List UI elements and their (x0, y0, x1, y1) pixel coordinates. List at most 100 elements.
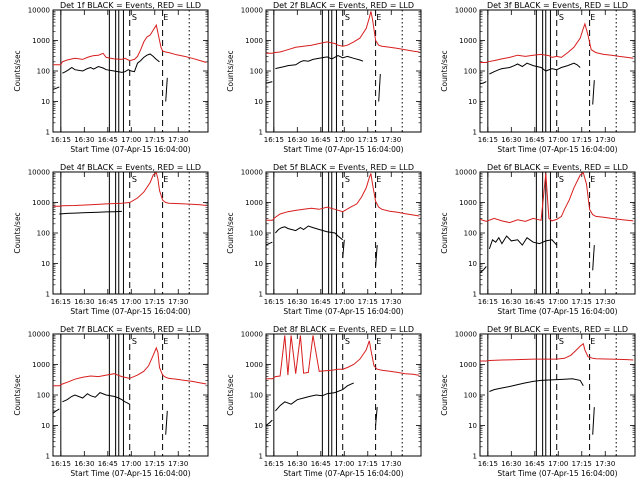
events-series-line-segment (375, 407, 378, 426)
event-marker-label: S (345, 175, 350, 184)
y-axis-label: Counts/sec (440, 374, 449, 415)
x-tick-label: 17:00 (334, 460, 354, 468)
y-tick-label: 1000 (245, 361, 263, 369)
x-tick-label: 17:15 (145, 136, 165, 144)
events-series-line-segment (375, 245, 378, 267)
x-tick-label: 17:00 (548, 460, 568, 468)
x-tick-label: 17:00 (548, 298, 568, 306)
event-marker-label: S (345, 337, 350, 346)
lld-series-line (480, 342, 634, 362)
y-tick-label: 1000 (245, 199, 263, 207)
panel-title: Det 7f BLACK = Events, RED = LLD (60, 325, 201, 334)
y-tick-label: 1000 (32, 361, 50, 369)
plot-frame (265, 171, 422, 295)
panel-title: Det 8f BLACK = Events, RED = LLD (273, 325, 414, 334)
events-series-line-segment (165, 410, 168, 435)
y-tick-label: 1 (473, 291, 477, 299)
x-tick-label: 17:30 (595, 136, 615, 144)
y-tick-label: 10 (254, 98, 263, 106)
events-series-line-segment (480, 81, 487, 85)
x-tick-label: 16:45 (525, 136, 545, 144)
x-tick-label: 17:00 (121, 460, 141, 468)
y-tick-label: 1000 (32, 199, 50, 207)
x-tick-label: 17:15 (572, 460, 592, 468)
x-tick-label: 17:00 (121, 136, 141, 144)
event-marker-label: E (590, 13, 595, 22)
x-tick-label: 16:45 (311, 298, 331, 306)
detector-panel: Det 6f BLACK = Events, RED = LLD 1 10 100 10… (440, 163, 636, 316)
y-axis-label: Counts/sec (440, 50, 449, 91)
lld-series-line (53, 346, 207, 387)
event-marker-label: E (376, 175, 381, 184)
events-series-line-segment (342, 239, 345, 259)
events-series-line (489, 378, 584, 392)
detector-panel: Det 3f BLACK = Events, RED = LLD 1 10 100 10… (440, 1, 636, 154)
y-tick-label: 1000 (245, 37, 263, 45)
x-tick-label: 17:30 (381, 460, 401, 468)
x-tick-label: 17:15 (358, 136, 378, 144)
events-series-line (275, 55, 364, 70)
x-tick-label: 16:45 (311, 136, 331, 144)
events-series-line-segment (480, 266, 487, 274)
x-tick-label: 17:15 (145, 460, 165, 468)
y-tick-label: 1 (473, 453, 477, 461)
lld-series-line (53, 172, 207, 207)
x-tick-label: 16:15 (264, 460, 284, 468)
events-series-line (62, 392, 130, 405)
lld-series-line (480, 172, 634, 224)
x-tick-label: 17:30 (595, 298, 615, 306)
y-tick-label: 1000 (459, 37, 477, 45)
x-tick-label: 16:45 (98, 298, 118, 306)
y-tick-label: 10 (41, 260, 50, 268)
x-tick-label: 17:15 (358, 460, 378, 468)
x-tick-label: 17:30 (381, 298, 401, 306)
y-axis-label: Counts/sec (13, 212, 22, 253)
x-tick-label: 16:15 (264, 298, 284, 306)
y-tick-label: 10000 (455, 169, 477, 177)
event-marker-label: S (132, 337, 137, 346)
x-tick-label: 16:15 (51, 136, 71, 144)
x-axis-label: Start Time (07-Apr-15 16:04:00) (283, 307, 403, 316)
x-tick-label: 16:30 (287, 460, 307, 468)
y-tick-label: 100 (464, 230, 477, 238)
panel-title: Det 1f BLACK = Events, RED = LLD (60, 1, 201, 10)
x-tick-label: 16:15 (478, 298, 498, 306)
x-axis-label: Start Time (07-Apr-15 16:04:00) (497, 469, 617, 478)
y-axis-label: Counts/sec (13, 374, 22, 415)
y-tick-label: 100 (464, 68, 477, 76)
x-axis-label: Start Time (07-Apr-15 16:04:00) (283, 469, 403, 478)
detector-panel: Det 2f BLACK = Events, RED = LLD 1 10 100 10… (226, 1, 422, 154)
plot-frame (479, 171, 636, 295)
panel-title: Det 5f BLACK = Events, RED = LLD (273, 163, 414, 172)
y-tick-label: 10000 (241, 7, 263, 15)
plot-frame (479, 333, 636, 457)
x-axis-label: Start Time (07-Apr-15 16:04:00) (70, 469, 190, 478)
y-tick-label: 1 (46, 453, 50, 461)
x-tick-label: 17:00 (548, 136, 568, 144)
x-tick-label: 16:30 (74, 298, 94, 306)
events-series-line (489, 62, 581, 75)
x-tick-label: 17:15 (572, 136, 592, 144)
y-axis-label: Counts/sec (226, 212, 235, 253)
y-tick-label: 1000 (459, 199, 477, 207)
panel-title: Det 3f BLACK = Events, RED = LLD (487, 1, 628, 10)
y-tick-label: 1 (259, 291, 263, 299)
event-marker-label: E (163, 337, 168, 346)
y-tick-label: 100 (250, 230, 263, 238)
events-series-line-segment (378, 73, 381, 102)
event-marker-label: S (132, 175, 137, 184)
y-tick-label: 10 (254, 260, 263, 268)
x-tick-label: 17:30 (168, 298, 188, 306)
x-axis-label: Start Time (07-Apr-15 16:04:00) (497, 307, 617, 316)
y-tick-label: 10000 (28, 331, 50, 339)
x-tick-label: 17:00 (334, 136, 354, 144)
plot-frame (479, 9, 636, 133)
events-series-line-segment (53, 86, 60, 90)
event-marker-label: S (559, 13, 564, 22)
x-tick-label: 16:45 (98, 136, 118, 144)
y-tick-label: 10000 (241, 331, 263, 339)
x-axis-label: Start Time (07-Apr-15 16:04:00) (70, 307, 190, 316)
event-marker-label: E (376, 337, 381, 346)
event-marker-label: S (559, 175, 564, 184)
x-tick-label: 16:30 (501, 136, 521, 144)
